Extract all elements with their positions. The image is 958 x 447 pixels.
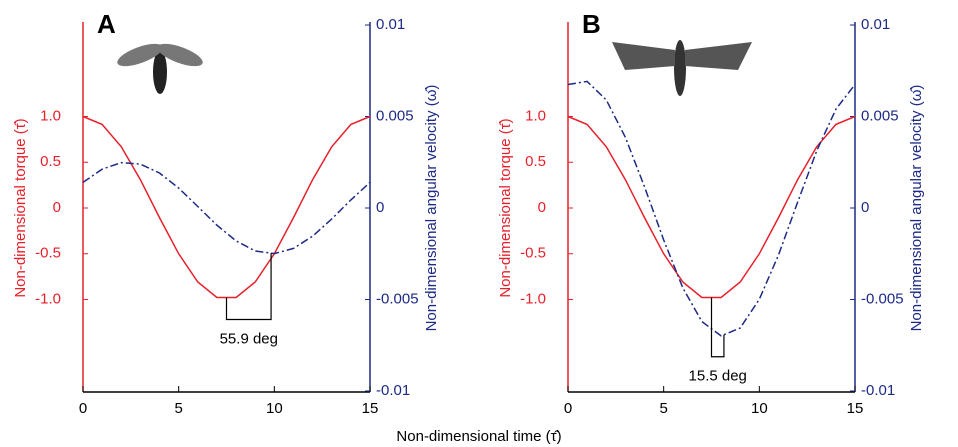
annotation-text: 55.9 deg xyxy=(220,330,278,347)
y2-tick-label: -0.005 xyxy=(376,290,419,307)
moth-illustration xyxy=(612,40,752,96)
y2-tick-label: 0 xyxy=(376,199,384,216)
x-tick-label: 5 xyxy=(174,400,182,417)
y2-tick-label: 0.005 xyxy=(861,107,899,124)
annotation-bracket xyxy=(225,253,272,321)
y2-axis-label: Non-dimensional angular velocity (ω̂) xyxy=(423,85,440,332)
panel-label: B xyxy=(582,9,601,39)
annotation-text: 15.5 deg xyxy=(689,368,747,385)
y2-tick-label: -0.01 xyxy=(861,382,895,399)
y-tick-label: -0.5 xyxy=(35,245,61,262)
x-tick-label: 0 xyxy=(79,400,87,417)
fly-illustration xyxy=(117,43,203,94)
y-tick-label: -1.0 xyxy=(35,290,61,307)
y-tick-label: 0 xyxy=(538,199,546,216)
y2-tick-label: 0.01 xyxy=(861,16,890,33)
y-tick-label: 1.0 xyxy=(525,107,546,124)
annotation-bracket xyxy=(710,297,725,358)
y-tick-label: 0 xyxy=(53,199,61,216)
y2-tick-label: 0.005 xyxy=(376,107,414,124)
y-axis-label: Non-dimensional torque (τ̂) xyxy=(497,118,514,297)
x-tick-label: 15 xyxy=(362,400,379,417)
x-tick-label: 5 xyxy=(659,400,667,417)
y2-tick-label: -0.01 xyxy=(376,382,410,399)
y-tick-label: -0.5 xyxy=(520,245,546,262)
series-line xyxy=(567,115,856,299)
y2-tick-label: 0 xyxy=(861,199,869,216)
x-tick-label: 0 xyxy=(564,400,572,417)
x-axis-label: Non-dimensional time (τ̂) xyxy=(396,428,561,445)
panel-label: A xyxy=(97,9,116,39)
y-tick-label: 0.5 xyxy=(40,153,61,170)
y-tick-label: 1.0 xyxy=(40,107,61,124)
y-axis-label: Non-dimensional torque (τ̂) xyxy=(12,118,29,297)
y2-axis-label: Non-dimensional angular velocity (ω̂) xyxy=(908,85,925,332)
x-tick-label: 10 xyxy=(751,400,768,417)
y2-tick-label: 0.01 xyxy=(376,16,405,33)
y2-tick-label: -0.005 xyxy=(861,290,904,307)
x-tick-label: 10 xyxy=(266,400,283,417)
y-tick-label: -1.0 xyxy=(520,290,546,307)
x-tick-label: 15 xyxy=(847,400,864,417)
series-line xyxy=(82,161,371,255)
y-tick-label: 0.5 xyxy=(525,153,546,170)
series-line xyxy=(82,115,371,299)
